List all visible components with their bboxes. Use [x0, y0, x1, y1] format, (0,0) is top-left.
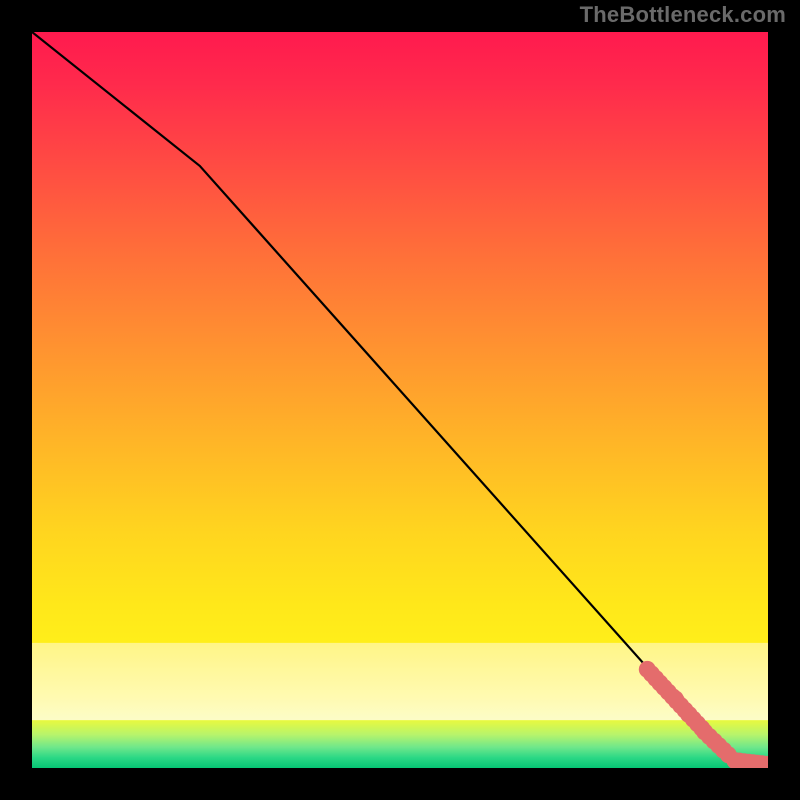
data-point [667, 690, 684, 707]
watermark-text: TheBottleneck.com [580, 2, 786, 28]
chart-frame: TheBottleneck.com [0, 0, 800, 800]
plot-area [32, 32, 768, 768]
data-point [680, 706, 697, 723]
chart-svg [32, 32, 768, 768]
